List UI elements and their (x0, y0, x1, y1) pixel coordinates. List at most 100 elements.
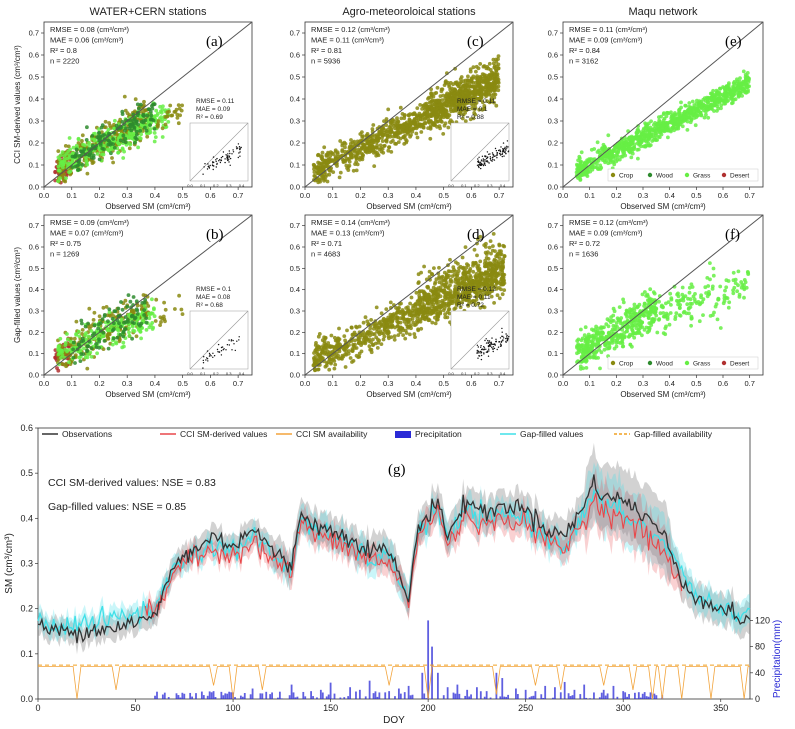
data-point (134, 307, 139, 312)
x-tick-label: 0.6 (205, 379, 215, 388)
stat-text: R² = 0.75 (50, 239, 81, 248)
data-point (99, 321, 103, 325)
data-point (106, 337, 111, 341)
data-point (414, 322, 418, 327)
one-to-one-line (304, 21, 514, 188)
data-point (497, 296, 502, 301)
panel-label: (b) (206, 227, 224, 243)
data-point (130, 336, 135, 341)
data-point (58, 163, 63, 168)
inset-point (203, 356, 205, 358)
data-point (343, 149, 347, 154)
data-point (97, 314, 102, 319)
data-point (721, 96, 725, 101)
data-point (334, 355, 339, 360)
inset-point (484, 155, 486, 158)
data-point (158, 315, 163, 320)
data-point (477, 88, 482, 93)
data-point (169, 113, 174, 118)
data-point (455, 91, 460, 96)
data-point (395, 315, 400, 320)
data-point (361, 134, 365, 139)
inset-point (208, 355, 211, 357)
data-point (402, 129, 407, 134)
data-point (97, 134, 101, 139)
data-point (601, 142, 606, 147)
data-point (159, 115, 164, 120)
data-point (339, 356, 343, 361)
data-point (180, 103, 185, 108)
data-point (317, 353, 322, 358)
data-point (475, 74, 479, 79)
data-point (349, 325, 354, 330)
data-point (679, 100, 683, 105)
data-point (726, 98, 730, 103)
data-point (134, 299, 139, 304)
data-point (126, 134, 130, 139)
data-point (482, 106, 487, 111)
x-axis-label: Observed SM (cm³/cm³) (105, 202, 191, 211)
data-point (135, 119, 139, 124)
inset-point (238, 152, 240, 154)
data-point (494, 57, 498, 62)
point-cluster-crop (427, 54, 501, 141)
inset-point (499, 149, 501, 152)
data-point (365, 333, 369, 337)
data-point (106, 319, 110, 324)
inset-point (239, 151, 241, 153)
data-point (153, 135, 158, 140)
data-point (582, 169, 587, 174)
data-point (420, 107, 424, 111)
data-point (328, 154, 333, 159)
data-point (148, 123, 153, 127)
data-point (472, 107, 477, 112)
data-point (386, 315, 391, 320)
data-point (704, 112, 708, 117)
data-point (677, 107, 682, 112)
data-point (386, 148, 391, 153)
data-point (640, 131, 644, 136)
data-point (583, 160, 587, 165)
inset-tick-label: 0.4 (239, 183, 245, 188)
data-point (76, 342, 81, 347)
inset-point (226, 344, 229, 346)
data-point (127, 330, 131, 335)
data-point (66, 163, 70, 167)
data-point (402, 134, 406, 139)
data-point (80, 163, 85, 167)
data-point (80, 328, 85, 332)
data-point (319, 171, 323, 176)
data-point (158, 323, 163, 327)
data-point (147, 325, 152, 330)
data-point (576, 158, 580, 163)
y-tick-label: 0.7 (290, 29, 300, 38)
data-point (575, 174, 579, 179)
data-point (456, 261, 460, 266)
data-point (150, 106, 155, 111)
data-point (332, 366, 337, 371)
x-tick-label: 0.3 (638, 191, 648, 200)
y-tick-label: 0.5 (29, 73, 39, 82)
inset-point (224, 158, 226, 160)
data-point (166, 120, 171, 124)
data-point (446, 104, 450, 108)
data-point (77, 334, 82, 339)
y-tick-label: 0.1 (548, 161, 558, 170)
data-point (368, 148, 373, 153)
data-point (345, 328, 349, 333)
data-point (381, 337, 386, 342)
inset-point (202, 367, 204, 369)
inset-point (203, 166, 205, 168)
data-point (91, 143, 95, 148)
data-point (103, 125, 108, 130)
data-point (440, 87, 445, 92)
y-tick-label: 0.0 (29, 183, 39, 192)
data-point (120, 120, 125, 124)
inset-point (505, 152, 507, 155)
data-point (385, 127, 390, 132)
data-point (445, 91, 449, 96)
data-point (492, 95, 497, 100)
data-point (380, 322, 385, 327)
data-point (478, 62, 483, 66)
data-point (396, 129, 401, 134)
